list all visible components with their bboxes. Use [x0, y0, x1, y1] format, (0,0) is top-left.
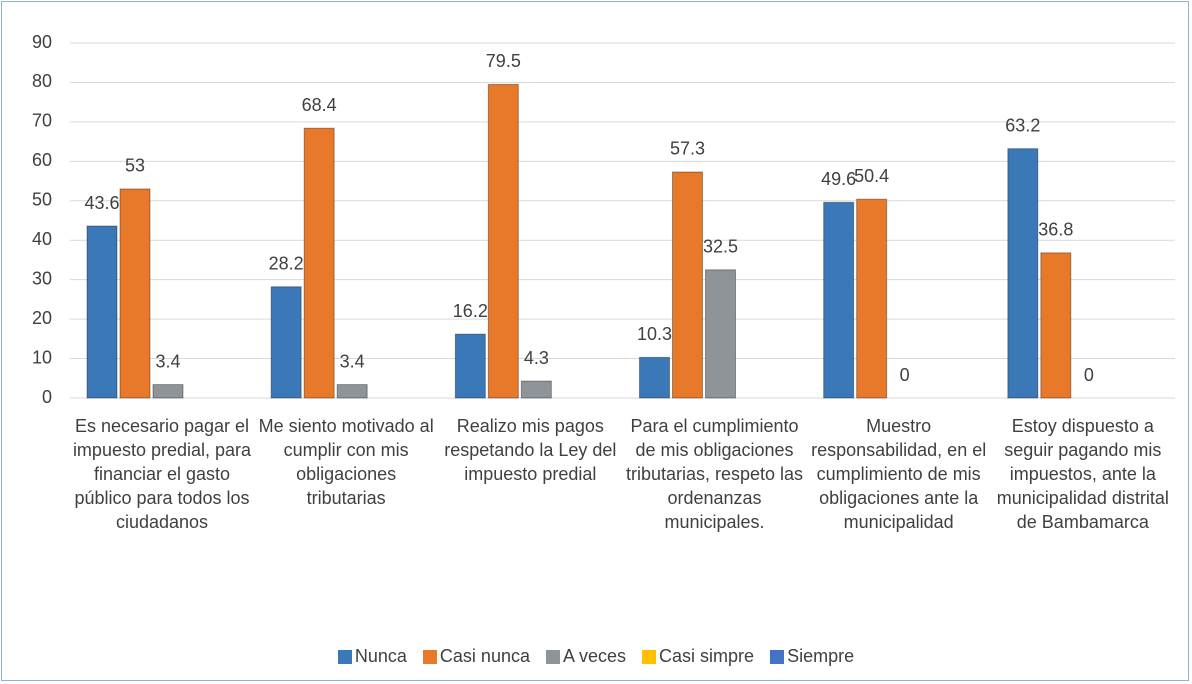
data-label: 0 [900, 365, 910, 385]
bar [86, 225, 118, 399]
bar [823, 201, 855, 399]
legend-label: Casi nunca [439, 646, 530, 666]
y-tick-label: 50 [32, 190, 52, 210]
data-label: 16.2 [453, 301, 488, 321]
legend-swatch [337, 649, 352, 664]
data-label: 4.3 [524, 348, 549, 368]
legend-label: Siempre [787, 646, 855, 666]
data-label: 79.5 [486, 51, 521, 71]
y-tick-label: 30 [32, 268, 52, 288]
legend-label: A veces [562, 646, 627, 666]
bar [487, 83, 519, 399]
data-label: 28.2 [269, 254, 304, 274]
bar [1040, 252, 1072, 399]
legend-swatch [642, 649, 657, 664]
x-tick-label: Muestro responsabilidad, en el cumplimie… [811, 416, 987, 532]
data-label: 68.4 [302, 95, 337, 115]
x-tick-label: Para el cumplimiento de mis obligaciones… [625, 416, 804, 532]
legend-label: Nunca [354, 646, 407, 666]
y-tick-label: 0 [42, 387, 52, 407]
bar [1007, 148, 1039, 399]
bar [119, 188, 151, 399]
legend-swatch [770, 649, 785, 664]
bar [639, 356, 670, 399]
legend-swatch [545, 649, 560, 664]
y-tick-label: 40 [32, 229, 52, 249]
legend-item: Nunca [337, 646, 407, 667]
x-tick-label: Es necesario pagar el impuesto predial, … [72, 416, 252, 532]
bar [454, 333, 486, 399]
bar [520, 380, 552, 399]
data-label: 3.4 [155, 351, 180, 371]
y-tick-label: 20 [32, 308, 52, 328]
data-label: 57.3 [670, 139, 705, 159]
legend-item: Casi simpre [642, 646, 754, 667]
x-tick-label: Me siento motivado al cumplir con mis ob… [258, 416, 434, 508]
legend-label: Casi simpre [659, 646, 755, 666]
data-label: 3.4 [340, 351, 365, 371]
data-label: 36.8 [1038, 220, 1073, 240]
bar [705, 269, 736, 399]
data-label: 63.2 [1005, 115, 1040, 135]
y-tick-label: 80 [32, 71, 52, 91]
data-label: 50.4 [854, 166, 889, 186]
y-tick-label: 90 [32, 32, 52, 52]
x-tick-label: Realizo mis pagos respetando la Ley del … [444, 416, 617, 484]
legend-item: A veces [545, 646, 627, 667]
legend-swatch [422, 649, 437, 664]
legend-item: Casi nunca [422, 646, 530, 667]
bar [270, 286, 302, 399]
legend: Nunca Casi nunca A veces Casi simpre Siempre [0, 646, 1192, 667]
bar [672, 171, 703, 399]
data-label: 10.3 [637, 324, 672, 344]
x-tick-label: Estoy dispuesto a seguir pagando mis imp… [996, 416, 1169, 532]
y-tick-label: 70 [32, 111, 52, 131]
data-label: 0 [1084, 365, 1094, 385]
y-tick-label: 60 [32, 150, 52, 170]
data-label: 32.5 [703, 237, 738, 257]
bar [336, 384, 368, 399]
bar [303, 127, 335, 399]
bar [152, 384, 184, 399]
legend-item: Siempre [770, 646, 854, 667]
data-label: 43.6 [84, 193, 119, 213]
data-label: 53 [125, 156, 145, 176]
y-tick-label: 10 [32, 347, 52, 367]
data-label: 49.6 [821, 169, 856, 189]
bar [856, 198, 888, 399]
